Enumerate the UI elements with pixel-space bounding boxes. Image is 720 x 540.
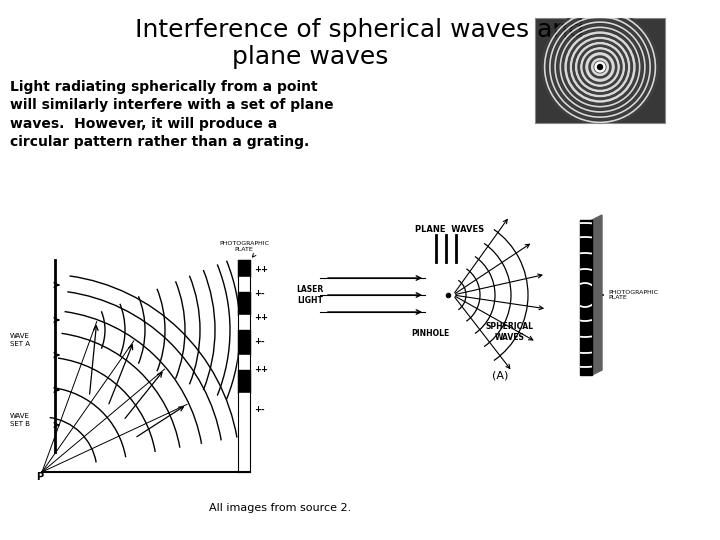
Text: All images from source 2.: All images from source 2. [209,503,351,513]
Text: ++: ++ [254,364,268,374]
Text: P: P [37,472,44,482]
Text: PINHOLE: PINHOLE [411,328,449,338]
Text: PHOTOGRAPHIC
PLATE: PHOTOGRAPHIC PLATE [608,289,658,300]
Circle shape [595,62,605,72]
Text: plane waves: plane waves [232,45,388,69]
Text: +-: +- [254,406,265,415]
Bar [535,17,665,123]
Text: PLANE  WAVES: PLANE WAVES [415,225,485,234]
Polygon shape [592,215,602,375]
Polygon shape [580,220,592,375]
Circle shape [598,64,603,70]
Text: +-: +- [254,338,265,347]
Text: ++: ++ [254,314,268,322]
Text: PHOTOGRAPHIC
PLATE: PHOTOGRAPHIC PLATE [219,241,269,252]
Text: Interference of spherical waves and: Interference of spherical waves and [135,18,585,42]
Text: SPHERICAL
WAVES: SPHERICAL WAVES [486,322,534,342]
Text: WAVE
SET A: WAVE SET A [10,334,30,347]
Text: ++: ++ [254,266,268,274]
Text: Light radiating spherically from a point
will similarly interfere with a set of : Light radiating spherically from a point… [10,80,333,149]
Text: WAVE
SET B: WAVE SET B [10,414,30,427]
Text: LASER
LIGHT: LASER LIGHT [297,285,323,305]
Text: +-: +- [254,288,265,298]
Text: (A): (A) [492,370,508,380]
